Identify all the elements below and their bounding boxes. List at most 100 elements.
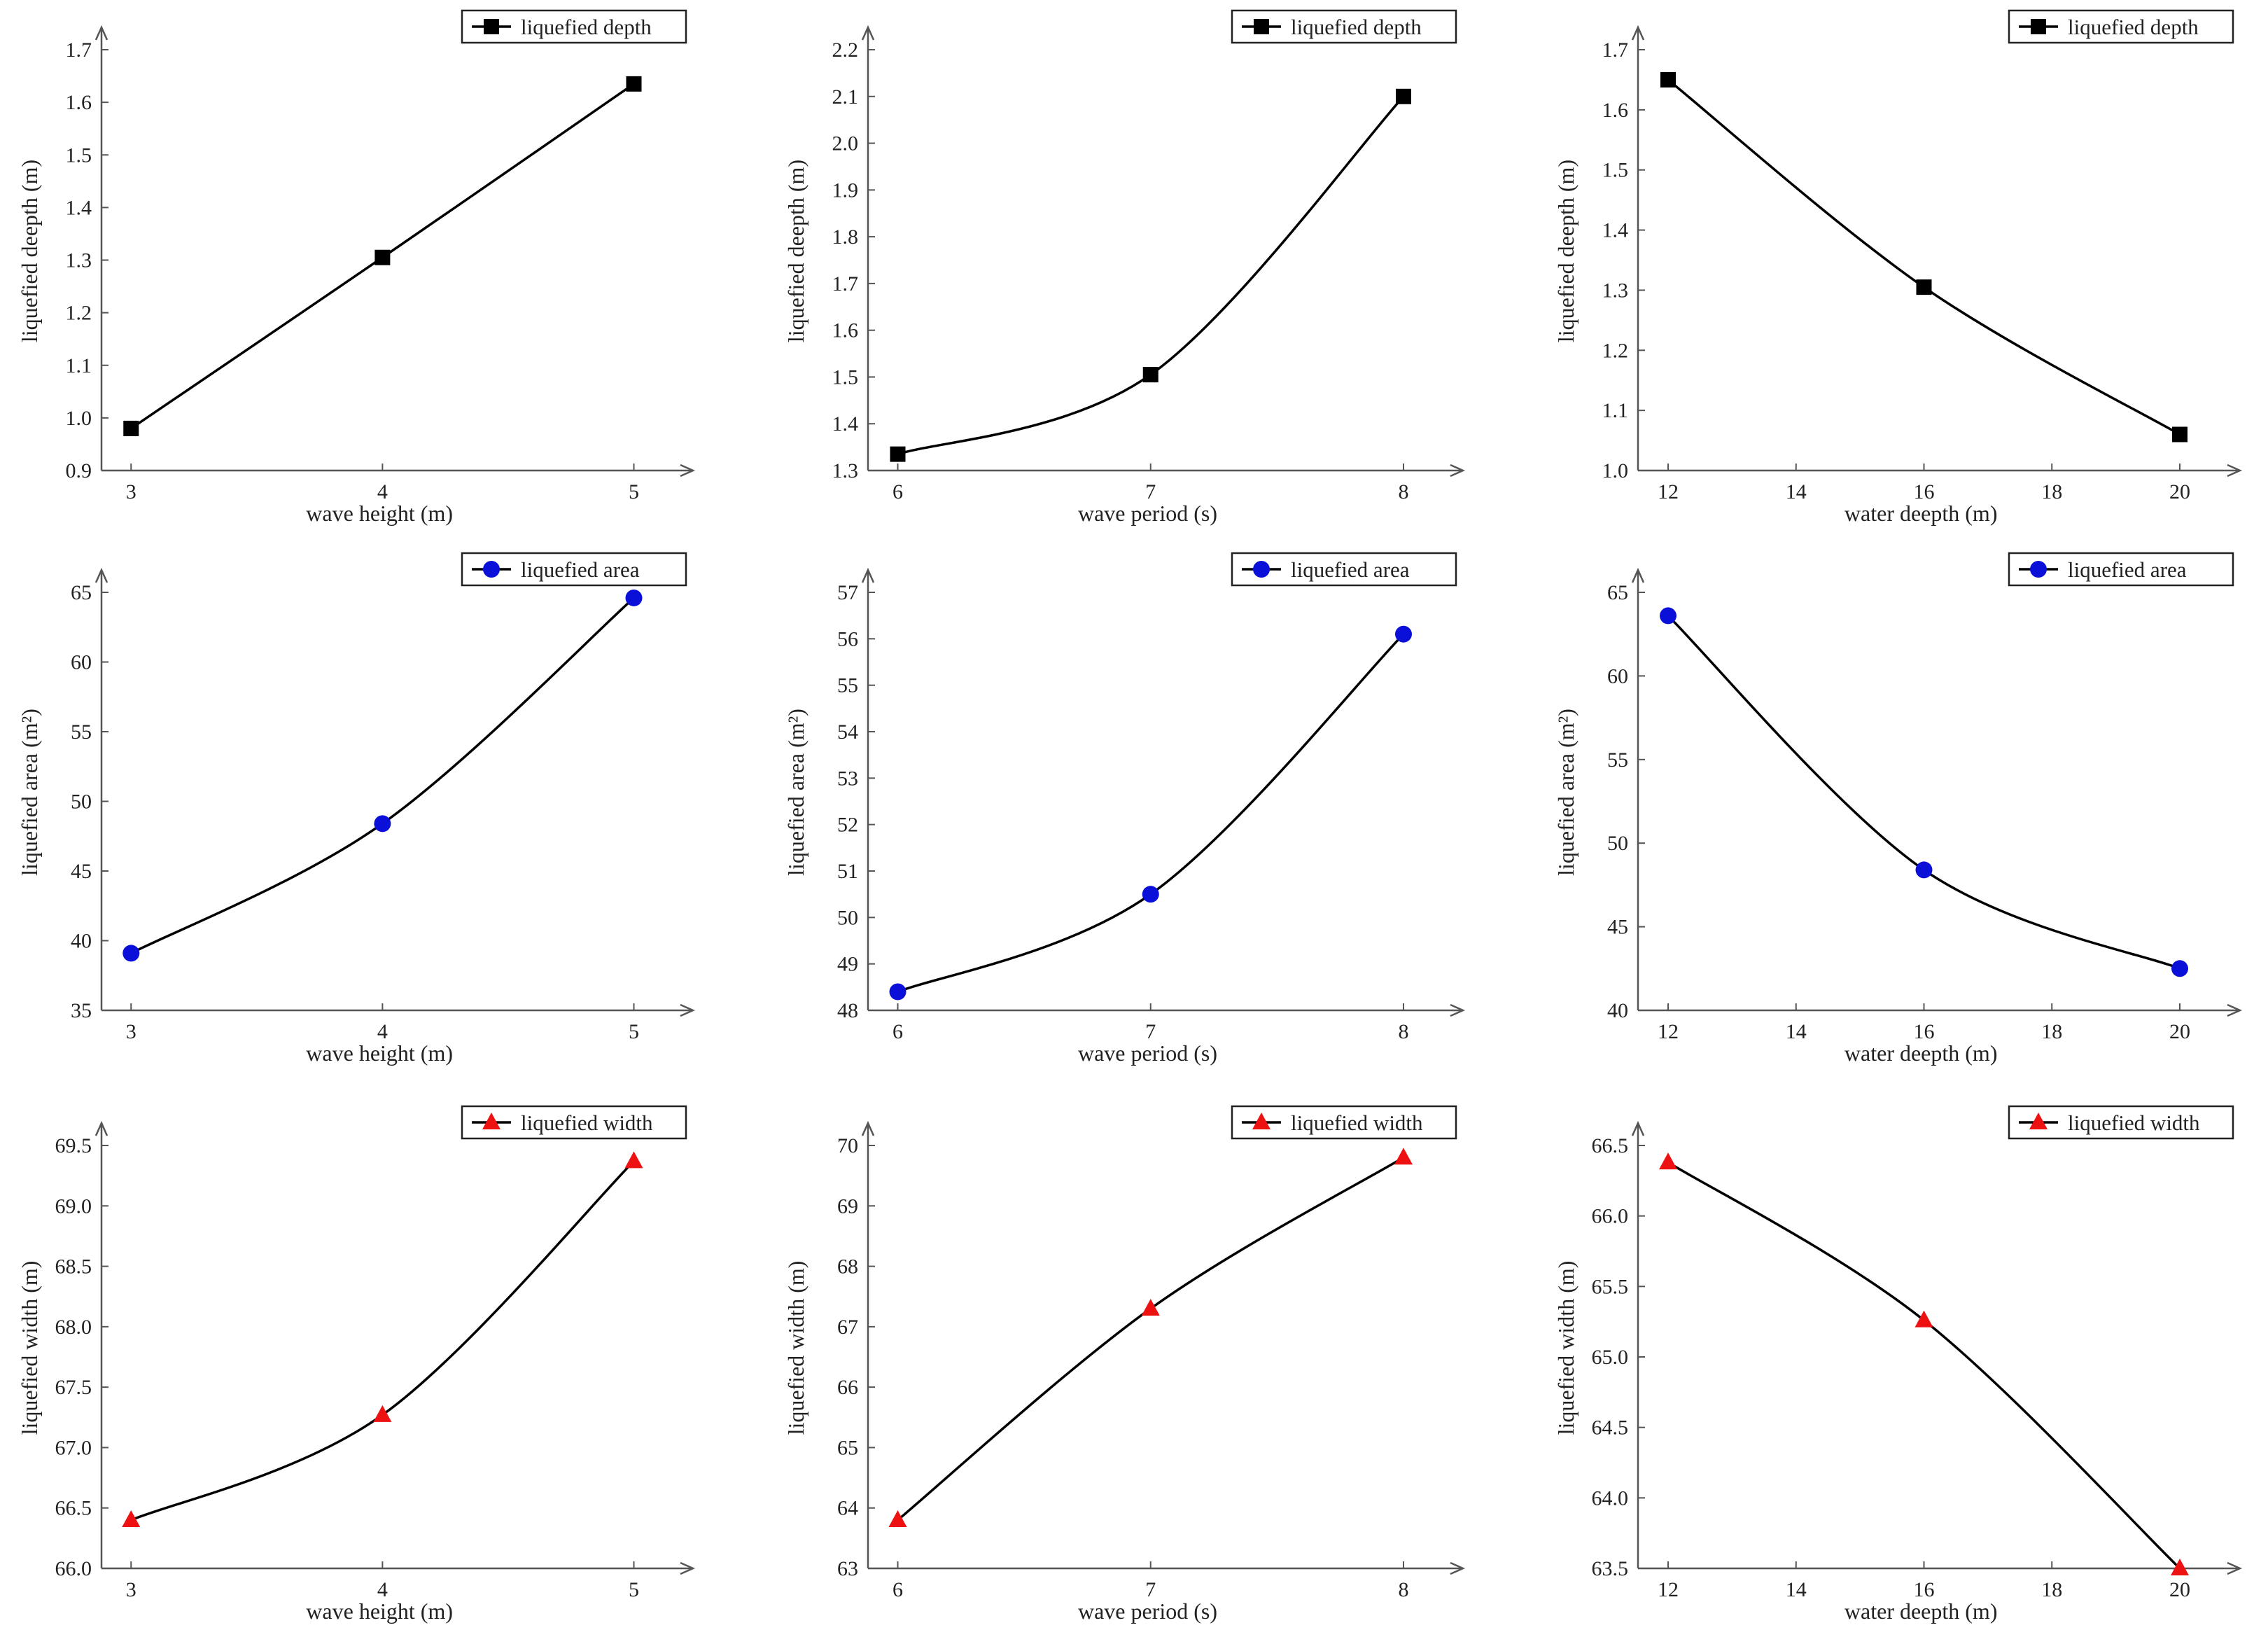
- series-line: [1667, 1161, 2181, 1570]
- legend-marker: [484, 19, 499, 34]
- y-tick-label: 66.0: [1592, 1205, 1629, 1228]
- x-tick-label: 8: [1399, 480, 1409, 503]
- legend: liquefied width: [461, 1105, 687, 1140]
- x-tick-label: 8: [1399, 1578, 1409, 1601]
- x-axis-label: wave height (m): [306, 501, 453, 526]
- x-tick-label: 5: [629, 1020, 639, 1043]
- y-tick-label: 68: [837, 1255, 858, 1279]
- y-tick-label: 68.5: [55, 1255, 92, 1279]
- x-tick-label: 3: [126, 1578, 136, 1601]
- y-tick-label: 1.2: [66, 302, 92, 325]
- data-point: [1660, 607, 1676, 625]
- y-tick-label: 68.0: [55, 1316, 92, 1339]
- data-point: [2172, 426, 2188, 443]
- y-axis-arrow: [1631, 567, 1645, 583]
- x-tick-label: 18: [2041, 1020, 2062, 1043]
- y-tick-label: 1.3: [66, 249, 92, 272]
- x-axis-arrow: [1450, 1003, 1466, 1017]
- legend-marker: [1254, 19, 1269, 34]
- x-axis-arrow: [680, 1561, 696, 1575]
- y-tick-label: 67.5: [55, 1376, 92, 1399]
- data-point: [1915, 861, 1933, 879]
- legend: liquefied area: [2008, 552, 2234, 587]
- chart-panel-1: 0.9 1.0 1.1 1.2 1.3 1.4 1.5 1.6 1.7 3 4 5 wave heigh…: [17, 9, 696, 526]
- legend-label: liquefied depth: [2068, 15, 2199, 39]
- data-point: [889, 983, 906, 1001]
- series-line: [1667, 78, 2180, 436]
- y-tick-label: 1.1: [1602, 399, 1629, 422]
- y-tick-label: 1.7: [1602, 39, 1629, 62]
- series-line: [130, 1160, 635, 1521]
- x-tick-label: 18: [2041, 1578, 2062, 1601]
- x-tick-label: 16: [1914, 480, 1935, 503]
- series-line: [897, 95, 1405, 456]
- data-point: [1660, 71, 1676, 88]
- y-tick-label: 1.3: [832, 459, 859, 482]
- y-tick-label: 50: [837, 906, 858, 929]
- x-axis-label: wave period (s): [1078, 1040, 1217, 1066]
- x-tick-label: 6: [892, 480, 903, 503]
- y-tick-label: 57: [837, 581, 858, 604]
- x-axis-arrow: [680, 464, 696, 478]
- data-point: [1659, 1152, 1677, 1170]
- data-point: [1141, 1298, 1160, 1316]
- legend: liquefied depth: [1231, 9, 1457, 44]
- y-tick-label: 1.5: [66, 144, 92, 167]
- chart-panel-2: 1.3 1.4 1.5 1.6 1.7 1.8 1.9 2.0 2.1 2.2 6 7 8 wave pe…: [783, 9, 1466, 526]
- x-tick-label: 14: [1786, 1020, 1807, 1043]
- data-point: [890, 446, 906, 462]
- legend-label: liquefied depth: [521, 15, 652, 39]
- y-tick-label: 54: [837, 720, 858, 744]
- x-tick-label: 20: [2169, 480, 2190, 503]
- chart-panel-9: 63.5 64.0 64.5 65.0 65.5 66.0 66.5 12 14 16 18 20 wa…: [1553, 1105, 2243, 1624]
- y-tick-label: 65: [837, 1436, 858, 1459]
- data-point: [1914, 1310, 1933, 1328]
- y-axis-arrow: [94, 1120, 108, 1136]
- legend-marker: [1252, 1113, 1270, 1129]
- y-tick-label: 60: [71, 651, 92, 674]
- y-tick-label: 45: [71, 860, 92, 883]
- x-tick-label: 20: [2169, 1020, 2190, 1043]
- y-tick-label: 40: [1607, 999, 1628, 1022]
- x-tick-label: 7: [1145, 480, 1156, 503]
- y-tick-label: 1.4: [832, 412, 859, 436]
- legend: liquefied area: [461, 552, 687, 587]
- y-tick-label: 1.6: [1602, 99, 1629, 122]
- y-axis-arrow: [1631, 25, 1645, 41]
- y-tick-label: 1.4: [66, 196, 92, 219]
- data-point: [1394, 1148, 1413, 1165]
- x-tick-label: 7: [1145, 1578, 1156, 1601]
- x-axis-label: wave period (s): [1078, 501, 1217, 526]
- y-tick-label: 50: [71, 790, 92, 814]
- x-tick-label: 3: [126, 480, 136, 503]
- y-tick-label: 1.0: [66, 407, 92, 430]
- y-tick-label: 69: [837, 1194, 858, 1218]
- x-axis-arrow: [2227, 1561, 2243, 1575]
- y-tick-label: 52: [837, 814, 858, 837]
- y-tick-label: 66.0: [55, 1557, 92, 1580]
- y-tick-label: 51: [837, 860, 858, 883]
- y-tick-label: 1.5: [832, 365, 859, 389]
- x-axis-label: water deepth (m): [1844, 501, 1998, 526]
- y-tick-label: 55: [1607, 748, 1628, 772]
- y-axis-label: liquefied deepth (m): [17, 160, 42, 342]
- x-axis-label: water deepth (m): [1844, 1040, 1998, 1066]
- legend-label: liquefied area: [1291, 557, 1410, 582]
- x-tick-label: 20: [2169, 1578, 2190, 1601]
- data-point: [1395, 625, 1412, 643]
- y-tick-label: 65.5: [1592, 1275, 1629, 1298]
- data-point: [122, 1510, 141, 1527]
- y-tick-label: 64.0: [1592, 1486, 1629, 1510]
- legend-label: liquefied area: [521, 557, 640, 582]
- y-tick-label: 60: [1607, 664, 1628, 688]
- data-point: [373, 1405, 392, 1422]
- chart-panel-6: 40 45 50 55 60 65 12 14 16 18 20 water deepth (m) li…: [1553, 552, 2243, 1066]
- chart-panel-5: 48 49 50 51 52 53 54 55 56 57 6 7 8 wave period (s) li…: [783, 552, 1466, 1066]
- x-axis-arrow: [680, 1003, 696, 1017]
- data-point: [888, 1510, 907, 1527]
- x-tick-label: 4: [377, 480, 388, 503]
- y-tick-label: 1.6: [66, 91, 92, 114]
- y-tick-label: 66: [837, 1376, 858, 1399]
- data-point: [626, 76, 642, 92]
- legend-box: [461, 552, 687, 587]
